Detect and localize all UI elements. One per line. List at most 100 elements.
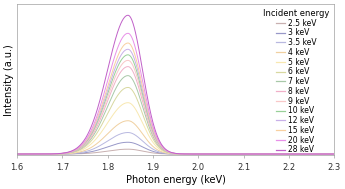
20 keV	[292, 153, 296, 155]
10 keV	[70, 151, 74, 153]
15 keV	[150, 126, 155, 129]
3.5 keV	[15, 153, 19, 155]
6 keV	[150, 137, 155, 139]
12 keV	[126, 48, 130, 50]
5 keV	[150, 141, 155, 143]
3 keV	[15, 153, 19, 155]
12 keV	[150, 128, 155, 130]
28 keV	[326, 153, 330, 155]
2.5 keV	[326, 153, 330, 155]
Legend: 2.5 keV, 3 keV, 3.5 keV, 4 keV, 5 keV, 6 keV, 7 keV, 8 keV, 9 keV, 10 keV, 12 ke: 2.5 keV, 3 keV, 3.5 keV, 4 keV, 5 keV, 6…	[263, 8, 331, 155]
9 keV	[126, 59, 130, 61]
12 keV	[292, 153, 296, 155]
10 keV	[150, 129, 155, 131]
2.5 keV	[126, 148, 130, 150]
3 keV	[332, 153, 336, 155]
Line: 20 keV: 20 keV	[17, 33, 334, 154]
15 keV	[70, 150, 74, 153]
7 keV	[326, 153, 330, 155]
5 keV	[15, 153, 19, 155]
5 keV	[137, 114, 141, 116]
Line: 4 keV: 4 keV	[17, 121, 334, 154]
3.5 keV	[292, 153, 296, 155]
Line: 7 keV: 7 keV	[17, 76, 334, 154]
4 keV	[326, 153, 330, 155]
10 keV	[332, 153, 336, 155]
7 keV	[51, 153, 55, 155]
20 keV	[326, 153, 330, 155]
Line: 8 keV: 8 keV	[17, 67, 334, 154]
28 keV	[15, 153, 19, 155]
12 keV	[332, 153, 336, 155]
12 keV	[51, 153, 55, 155]
Line: 5 keV: 5 keV	[17, 103, 334, 154]
12 keV	[137, 73, 141, 75]
5 keV	[292, 153, 296, 155]
2.5 keV	[332, 153, 336, 155]
7 keV	[70, 151, 74, 153]
7 keV	[292, 153, 296, 155]
2.5 keV	[150, 152, 155, 154]
15 keV	[137, 68, 141, 71]
6 keV	[70, 151, 74, 154]
6 keV	[137, 102, 141, 105]
Line: 28 keV: 28 keV	[17, 15, 334, 154]
3 keV	[292, 153, 296, 155]
20 keV	[126, 32, 130, 34]
6 keV	[292, 153, 296, 155]
2.5 keV	[292, 153, 296, 155]
5 keV	[51, 153, 55, 155]
28 keV	[51, 153, 55, 155]
7 keV	[332, 153, 336, 155]
9 keV	[15, 153, 19, 155]
7 keV	[126, 74, 130, 77]
9 keV	[137, 82, 141, 84]
8 keV	[51, 153, 55, 155]
3.5 keV	[126, 131, 130, 134]
10 keV	[126, 54, 130, 56]
7 keV	[15, 153, 19, 155]
15 keV	[126, 42, 130, 44]
28 keV	[332, 153, 336, 155]
10 keV	[326, 153, 330, 155]
28 keV	[126, 14, 130, 16]
3 keV	[126, 141, 130, 143]
9 keV	[70, 151, 74, 153]
20 keV	[332, 153, 336, 155]
6 keV	[15, 153, 19, 155]
6 keV	[332, 153, 336, 155]
10 keV	[51, 153, 55, 155]
Line: 15 keV: 15 keV	[17, 43, 334, 154]
28 keV	[137, 47, 141, 50]
7 keV	[137, 93, 141, 95]
Line: 2.5 keV: 2.5 keV	[17, 149, 334, 154]
28 keV	[150, 119, 155, 122]
9 keV	[332, 153, 336, 155]
9 keV	[51, 153, 55, 155]
3.5 keV	[137, 136, 141, 139]
10 keV	[137, 77, 141, 80]
9 keV	[326, 153, 330, 155]
Line: 6 keV: 6 keV	[17, 88, 334, 154]
15 keV	[292, 153, 296, 155]
20 keV	[70, 150, 74, 152]
8 keV	[292, 153, 296, 155]
7 keV	[150, 134, 155, 136]
3.5 keV	[326, 153, 330, 155]
20 keV	[15, 153, 19, 155]
6 keV	[51, 153, 55, 155]
15 keV	[15, 153, 19, 155]
8 keV	[326, 153, 330, 155]
5 keV	[70, 152, 74, 154]
8 keV	[137, 86, 141, 89]
4 keV	[126, 120, 130, 122]
X-axis label: Photon energy (keV): Photon energy (keV)	[126, 175, 226, 185]
8 keV	[15, 153, 19, 155]
4 keV	[15, 153, 19, 155]
3 keV	[137, 144, 141, 146]
3.5 keV	[51, 153, 55, 155]
4 keV	[150, 145, 155, 147]
3.5 keV	[332, 153, 336, 155]
5 keV	[332, 153, 336, 155]
2.5 keV	[15, 153, 19, 155]
